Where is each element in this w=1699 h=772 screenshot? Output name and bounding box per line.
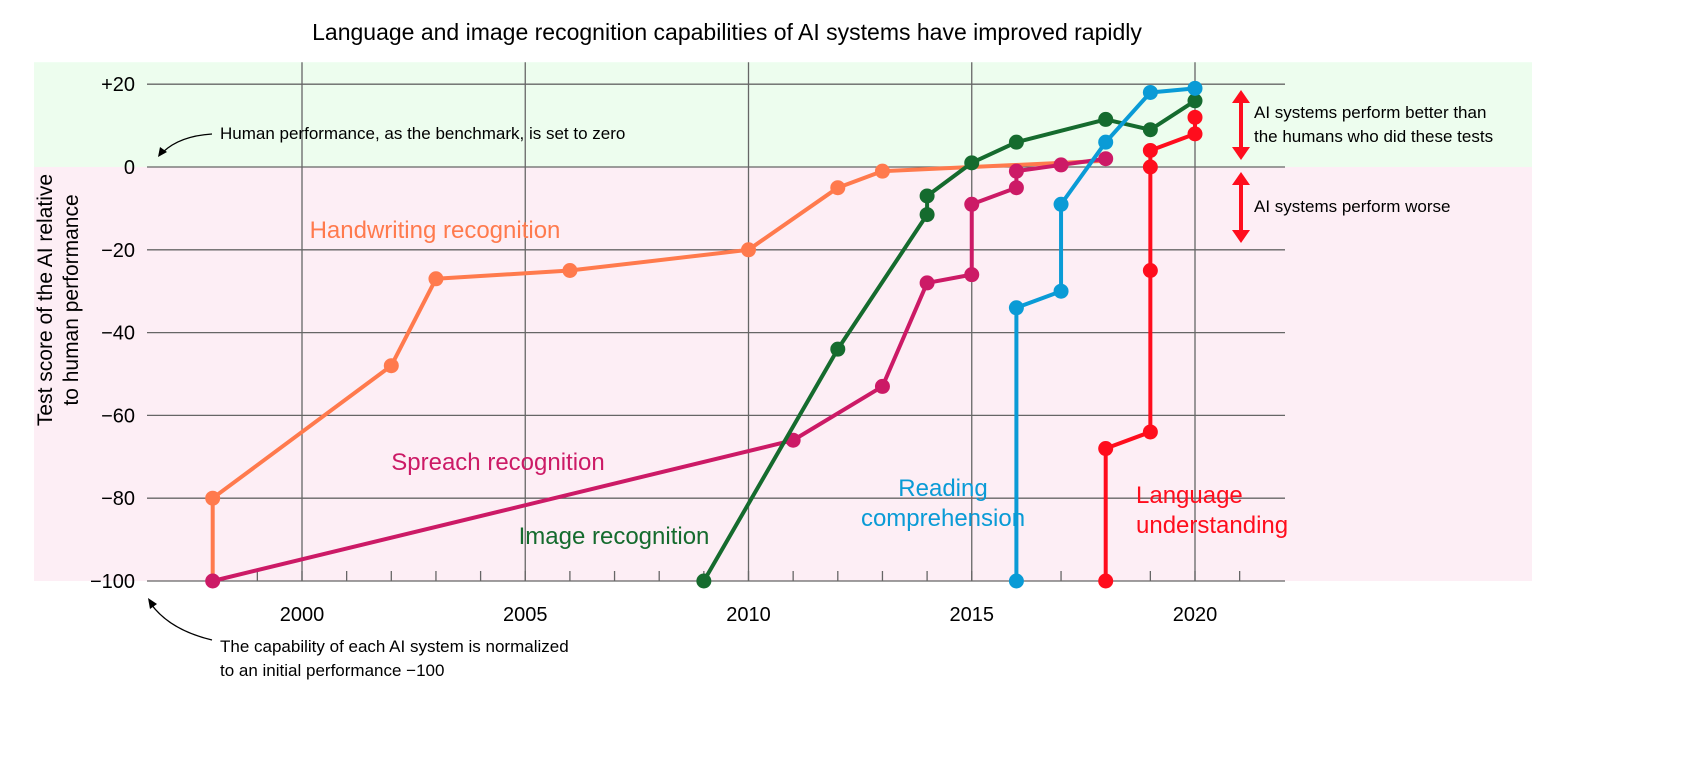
- data-point: [1098, 441, 1114, 457]
- y-axis-label: Test score of the AI relative to human pe…: [34, 174, 83, 426]
- data-point: [205, 573, 221, 589]
- arrow-up-icon: [1232, 90, 1250, 103]
- data-point: [1098, 151, 1114, 167]
- data-point: [562, 263, 578, 278]
- y-tick-label: −40: [101, 323, 135, 345]
- series-label: Spreach recognition: [391, 449, 604, 476]
- annotation-better: the humans who did these tests: [1254, 127, 1493, 146]
- y-tick-label: −100: [90, 571, 135, 593]
- data-point: [919, 275, 935, 291]
- series-spreach-recognition: [205, 151, 1114, 589]
- annotation-better: AI systems perform better than: [1254, 103, 1486, 122]
- series-label: Handwriting recognition: [310, 217, 561, 244]
- series-label-line: Language: [1136, 482, 1243, 509]
- data-point: [919, 207, 935, 223]
- annotation-normalized: The capability of each AI system is norm…: [220, 637, 569, 656]
- data-point: [874, 163, 890, 179]
- data-point: [205, 490, 221, 506]
- data-point: [1008, 573, 1024, 589]
- series-label-line: comprehension: [861, 505, 1025, 532]
- data-point: [919, 188, 935, 204]
- arrow-down-icon: [1232, 230, 1250, 243]
- data-point: [874, 378, 890, 394]
- arrow-up-icon: [1232, 172, 1250, 185]
- arrowhead-icon: [158, 147, 167, 157]
- series-reading-comprehension: [1008, 80, 1203, 589]
- data-point: [1142, 263, 1158, 278]
- annotation-worse: AI systems perform worse: [1254, 197, 1451, 216]
- data-point: [964, 267, 980, 283]
- data-point: [428, 271, 444, 287]
- y-axis-label-line: Test score of the AI relative: [34, 174, 57, 426]
- data-point: [1008, 163, 1024, 179]
- data-point: [696, 573, 712, 589]
- y-tick-label: −80: [101, 488, 135, 510]
- series-language-understanding: [1098, 109, 1203, 589]
- data-point: [1187, 80, 1203, 96]
- data-point: [1053, 196, 1069, 212]
- data-point: [1187, 93, 1203, 109]
- data-point: [1098, 134, 1114, 150]
- data-point: [1142, 84, 1158, 100]
- data-point: [1142, 424, 1158, 440]
- series-label-line: Image recognition: [519, 523, 710, 550]
- x-tick-label: 2010: [726, 604, 771, 626]
- y-tick-label: +20: [101, 74, 135, 96]
- series-label: Image recognition: [519, 523, 710, 550]
- series-label: Reading comprehension: [861, 475, 1025, 532]
- data-point: [1187, 126, 1203, 142]
- data-point: [1008, 180, 1024, 196]
- data-point: [1142, 159, 1158, 175]
- x-tick-label: 2005: [503, 604, 548, 626]
- annotation-arrow: [150, 603, 213, 641]
- chart-title: Language and image recognition capabilit…: [312, 19, 1142, 45]
- data-point: [964, 155, 980, 171]
- series-label-line: Reading: [898, 475, 987, 502]
- x-tick-label: 2020: [1173, 604, 1218, 626]
- data-point: [1187, 109, 1203, 125]
- x-tick-label: 2015: [950, 604, 995, 626]
- data-point: [830, 180, 846, 196]
- arrow-down-icon: [1232, 147, 1250, 160]
- series-label: Language understanding: [1136, 482, 1288, 539]
- series-label-line: understanding: [1136, 512, 1288, 539]
- data-point: [1008, 134, 1024, 150]
- series-handwriting-recognition: [205, 158, 1106, 581]
- series-image-recognition: [696, 93, 1203, 589]
- series-line: [212, 156, 1106, 583]
- arrowhead-icon: [148, 598, 157, 609]
- annotation-normalized: to an initial performance −100: [220, 661, 444, 680]
- data-point: [1098, 573, 1114, 589]
- region-better: [34, 62, 1532, 168]
- annotation-arrow: [162, 133, 213, 153]
- region-worse: [34, 167, 1532, 581]
- y-tick-label: 0: [124, 157, 135, 179]
- y-axis-label-line: to human performance: [60, 194, 83, 405]
- y-tick-label: −20: [101, 240, 135, 262]
- series-label-line: Spreach recognition: [391, 449, 604, 476]
- data-point: [1008, 300, 1024, 316]
- data-point: [964, 196, 980, 212]
- data-point: [1053, 157, 1069, 173]
- data-point: [830, 341, 846, 357]
- y-tick-label: −60: [101, 405, 135, 427]
- annotation-benchmark: Human performance, as the benchmark, is …: [220, 124, 625, 143]
- data-point: [741, 242, 756, 258]
- data-point: [383, 358, 399, 374]
- series-label-line: Handwriting recognition: [310, 217, 561, 244]
- data-point: [1142, 122, 1158, 138]
- data-point: [1098, 111, 1114, 127]
- series-line: [1103, 117, 1197, 581]
- data-point: [1142, 142, 1158, 158]
- data-point: [1053, 283, 1069, 299]
- x-tick-label: 2000: [280, 604, 325, 626]
